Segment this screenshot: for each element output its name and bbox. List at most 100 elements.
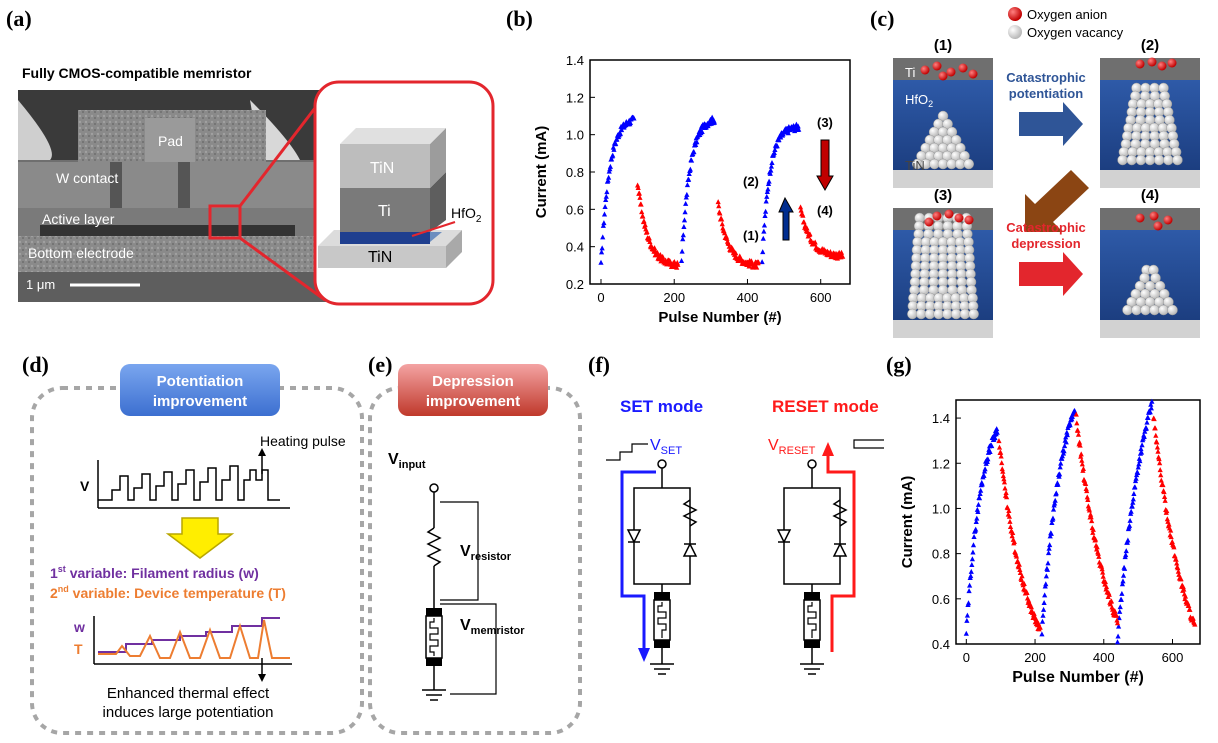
oxygen-anion (1135, 59, 1145, 69)
oxygen-vacancy (1122, 304, 1133, 316)
chart-g-point (1119, 581, 1126, 587)
chart-g-point (1173, 556, 1179, 562)
chart-g-point (973, 526, 979, 532)
sem-w-contact-label: W contact (56, 170, 118, 186)
oxygen-vacancy (1144, 154, 1156, 166)
chart-g-point (982, 466, 988, 472)
depression-header-line2: improvement (426, 393, 520, 410)
chart-b-point (763, 208, 769, 214)
chart-g-point (1117, 604, 1123, 610)
oxygen-anion (932, 61, 942, 71)
chart-g-point (1045, 560, 1051, 566)
chart-b-point (761, 222, 768, 228)
heating-pulse-arrowhead (258, 448, 266, 456)
set-pulse-icon (606, 443, 648, 461)
chart-g-point (1103, 584, 1110, 590)
chart-g-point (1061, 448, 1067, 454)
chart-g-point (1192, 621, 1198, 627)
chart-g-point (1009, 533, 1015, 539)
chart-b-point (636, 190, 642, 196)
panel-a: Fully CMOS-compatible memristor Pad W co… (0, 0, 505, 340)
memristor-cap-bottom (426, 658, 442, 666)
chart-g-point (1057, 471, 1063, 477)
chart-g-point (1139, 442, 1145, 448)
chart-b-point (693, 141, 699, 147)
chart-b-point (644, 228, 650, 234)
chart-g-point (1148, 405, 1154, 411)
zoom-line-top (238, 94, 327, 207)
v-set-label: VSET (650, 437, 682, 457)
panel-a-title: Fully CMOS-compatible memristor (22, 65, 252, 81)
legend-vacancy-marker (1008, 25, 1022, 39)
depression-header (398, 364, 548, 416)
chart-g-point (1135, 469, 1141, 475)
chart-b-point (785, 130, 791, 136)
caption-line-2: induces large potentiation (103, 704, 274, 721)
chart-g-point (1130, 496, 1136, 502)
chart-g-point (1133, 475, 1139, 481)
chart-g-point (1089, 518, 1095, 524)
chart-g-point (1048, 530, 1054, 536)
oxygen-anion (1147, 57, 1157, 67)
chart-g-point (1078, 451, 1084, 457)
chart-g-point (1043, 573, 1049, 579)
chart-g-point (964, 612, 971, 618)
chart-g-point (1115, 633, 1121, 639)
chart-g-point (1021, 580, 1027, 586)
chart-b-point (603, 196, 609, 202)
chart-g-point (1118, 596, 1124, 602)
stack-top-tin-label: TiN (370, 160, 394, 177)
chart-b-ytick-label: 1.4 (566, 53, 584, 68)
chart-g-point (1045, 550, 1052, 556)
chart-g-point (1067, 422, 1073, 428)
chart-b-frame (589, 59, 851, 285)
oxygen-vacancy (1158, 304, 1169, 316)
chart-g-point (984, 458, 990, 464)
chart-b-xtick-label: 400 (737, 290, 759, 305)
chart-b-point (680, 236, 686, 242)
chart-b-point (613, 140, 619, 146)
panel-c: Oxygen anion Oxygen vacancy (1) (2) (3) … (885, 0, 1218, 340)
chart-b-point (796, 126, 802, 132)
chart-g-point (1180, 584, 1186, 590)
chart-b-point (716, 203, 722, 209)
chart-g-point (1120, 572, 1127, 578)
chart-b-point (798, 207, 804, 213)
chart-g-point (1149, 398, 1155, 404)
chart-g-point (1050, 515, 1056, 521)
chart-b-point (686, 170, 692, 176)
chart-g-point (994, 426, 1000, 432)
chart-g-point (1114, 620, 1121, 626)
chart-g-point (1174, 560, 1180, 566)
chart-g-point (1154, 444, 1161, 450)
chart-g-ytick-label: 0.6 (932, 592, 950, 607)
chart-g-point (1059, 455, 1065, 461)
chart-g-point (1130, 499, 1136, 505)
reset-resistor (832, 499, 848, 527)
chart-g-point (1001, 476, 1007, 482)
resistor-symbol (426, 527, 442, 567)
oxygen-vacancy (1167, 304, 1178, 316)
chart-b-point (637, 194, 643, 200)
oxygen-vacancy (968, 308, 979, 320)
yellow-down-arrow (165, 517, 235, 559)
plot-w-label: w (73, 619, 85, 635)
chart-b-point (761, 228, 767, 234)
chart-g-point (1031, 610, 1037, 616)
t-curve (98, 619, 290, 659)
v-resistor-bracket (440, 501, 479, 601)
panel-e-figure: Depression improvement Vinput Vresistor … (368, 364, 582, 735)
oxygen-vacancy (963, 158, 974, 170)
chart-b-point (772, 146, 778, 152)
chart-b-point (766, 178, 772, 184)
oxygen-vacancy (1126, 154, 1137, 166)
chart-g-point (1003, 489, 1009, 495)
chart-b-annotation-3: (3) (817, 115, 833, 130)
chart-g-point (1035, 620, 1042, 626)
state-label-4: (4) (1141, 187, 1159, 204)
chart-g-point (1013, 553, 1020, 559)
chart-g-point (1112, 607, 1118, 613)
chart-g: 0.4 0.6 0.8 1.0 1.2 1.4 0 200 400 600 Pulse Numb… (899, 398, 1201, 686)
chart-g-point (1086, 507, 1093, 513)
chart-g-point (1024, 590, 1030, 596)
